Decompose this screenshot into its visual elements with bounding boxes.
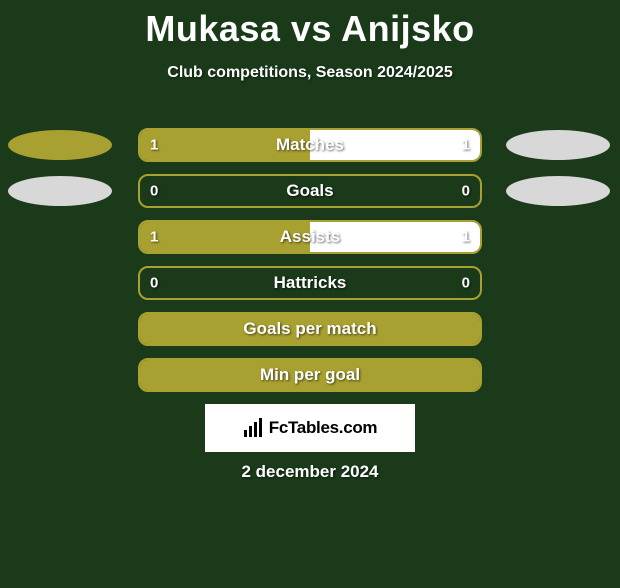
stat-label-0: Matches — [276, 135, 344, 155]
stat-val-right-3: 0 — [462, 275, 470, 292]
stat-label-5: Min per goal — [260, 365, 360, 385]
stat-val-left-1: 0 — [150, 183, 158, 200]
stat-bar-gpm: Goals per match — [138, 312, 482, 346]
stat-row-mpg: Min per goal — [0, 358, 620, 394]
ellipse-right-0 — [506, 130, 610, 160]
stat-val-right-1: 0 — [462, 183, 470, 200]
page-title: Mukasa vs Anijsko — [0, 8, 620, 50]
footer-date: 2 december 2024 — [0, 462, 620, 482]
stats-area: 1 Matches 1 0 Goals 0 1 Assists 1 — [0, 128, 620, 404]
stat-val-left-2: 1 — [150, 229, 158, 246]
stat-row-matches: 1 Matches 1 — [0, 128, 620, 164]
page-subtitle: Club competitions, Season 2024/2025 — [0, 64, 620, 82]
chart-icon — [243, 418, 263, 438]
stat-row-hattricks: 0 Hattricks 0 — [0, 266, 620, 302]
stat-label-3: Hattricks — [274, 273, 347, 293]
stat-bar-hattricks: 0 Hattricks 0 — [138, 266, 482, 300]
stat-val-right-2: 1 — [462, 229, 470, 246]
stat-bar-mpg: Min per goal — [138, 358, 482, 392]
stat-val-right-0: 1 — [462, 137, 470, 154]
stat-row-assists: 1 Assists 1 — [0, 220, 620, 256]
stat-bar-assists: 1 Assists 1 — [138, 220, 482, 254]
logo-text: FcTables.com — [269, 418, 378, 438]
ellipse-left-0 — [8, 130, 112, 160]
stat-bar-goals: 0 Goals 0 — [138, 174, 482, 208]
stat-label-1: Goals — [286, 181, 333, 201]
stat-bar-matches: 1 Matches 1 — [138, 128, 482, 162]
stat-row-gpm: Goals per match — [0, 312, 620, 348]
stat-val-left-3: 0 — [150, 275, 158, 292]
stat-row-goals: 0 Goals 0 — [0, 174, 620, 210]
stat-val-left-0: 1 — [150, 137, 158, 154]
ellipse-left-1 — [8, 176, 112, 206]
stat-label-4: Goals per match — [243, 319, 376, 339]
logo-box: FcTables.com — [205, 404, 415, 452]
stat-label-2: Assists — [280, 227, 340, 247]
ellipse-right-1 — [506, 176, 610, 206]
